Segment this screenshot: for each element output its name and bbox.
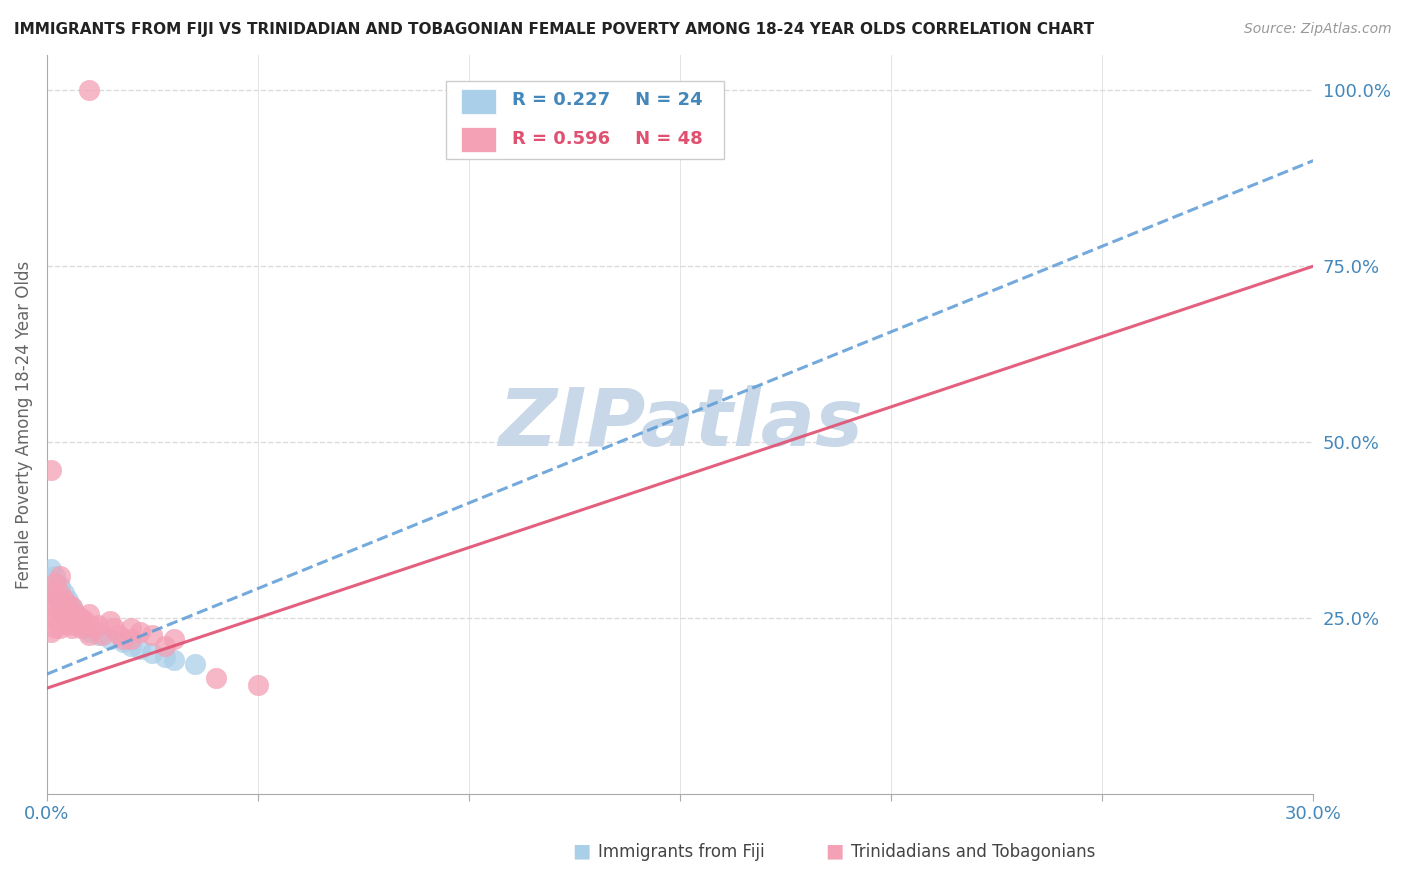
Point xyxy=(48,579,70,593)
Point xyxy=(60,600,83,615)
Point xyxy=(77,83,100,97)
Point xyxy=(56,618,79,632)
Point xyxy=(39,611,62,625)
Point xyxy=(52,604,75,618)
Text: R = 0.227    N = 24: R = 0.227 N = 24 xyxy=(512,91,702,110)
Text: ■: ■ xyxy=(572,842,591,861)
Point xyxy=(39,582,62,597)
Point xyxy=(204,671,226,685)
Point xyxy=(65,618,87,632)
Point xyxy=(77,624,100,639)
Point xyxy=(162,632,184,646)
Point xyxy=(103,621,125,635)
Point xyxy=(48,611,70,625)
Text: IMMIGRANTS FROM FIJI VS TRINIDADIAN AND TOBAGONIAN FEMALE POVERTY AMONG 18-24 YE: IMMIGRANTS FROM FIJI VS TRINIDADIAN AND … xyxy=(14,22,1094,37)
Point xyxy=(98,632,121,646)
Point xyxy=(69,615,91,629)
Point xyxy=(107,628,129,642)
Point xyxy=(128,642,150,657)
Text: R = 0.596    N = 48: R = 0.596 N = 48 xyxy=(512,130,703,148)
Point xyxy=(44,621,66,635)
Point xyxy=(73,621,96,635)
Point xyxy=(44,590,66,604)
Point xyxy=(120,621,142,635)
Point xyxy=(48,600,70,615)
Point xyxy=(90,628,112,642)
Point xyxy=(120,632,142,646)
Point xyxy=(44,600,66,615)
Point xyxy=(52,593,75,607)
Point xyxy=(86,618,108,632)
Point xyxy=(52,607,75,622)
Point xyxy=(153,639,176,653)
Point xyxy=(60,621,83,635)
Text: ■: ■ xyxy=(825,842,844,861)
Point xyxy=(48,600,70,615)
FancyBboxPatch shape xyxy=(446,81,724,159)
Point xyxy=(65,607,87,622)
Point xyxy=(69,621,91,635)
Point xyxy=(44,575,66,590)
FancyBboxPatch shape xyxy=(461,128,496,153)
Point xyxy=(48,568,70,582)
Point xyxy=(56,593,79,607)
Point xyxy=(39,463,62,477)
Point xyxy=(82,621,104,635)
Point xyxy=(52,615,75,629)
Point xyxy=(86,628,108,642)
Text: ZIPatlas: ZIPatlas xyxy=(498,385,863,464)
Text: Source: ZipAtlas.com: Source: ZipAtlas.com xyxy=(1244,22,1392,37)
Point xyxy=(65,607,87,622)
Point xyxy=(77,607,100,622)
Y-axis label: Female Poverty Among 18-24 Year Olds: Female Poverty Among 18-24 Year Olds xyxy=(15,260,32,589)
Point xyxy=(98,615,121,629)
Point xyxy=(111,635,134,649)
Point xyxy=(153,649,176,664)
Point xyxy=(141,628,163,642)
Point xyxy=(44,611,66,625)
Point xyxy=(60,611,83,625)
Point xyxy=(77,628,100,642)
Point xyxy=(246,678,269,692)
Point xyxy=(56,607,79,622)
Text: Trinidadians and Tobagonians: Trinidadians and Tobagonians xyxy=(851,843,1095,861)
Point xyxy=(56,597,79,611)
Point xyxy=(44,568,66,582)
Point xyxy=(56,615,79,629)
Text: Immigrants from Fiji: Immigrants from Fiji xyxy=(598,843,765,861)
Point xyxy=(141,646,163,660)
Point xyxy=(73,615,96,629)
Point xyxy=(120,639,142,653)
Point xyxy=(183,657,205,671)
Point xyxy=(69,611,91,625)
Point xyxy=(48,586,70,600)
Point xyxy=(162,653,184,667)
Point xyxy=(39,624,62,639)
Point xyxy=(39,597,62,611)
Point xyxy=(48,621,70,635)
Point xyxy=(44,590,66,604)
Point xyxy=(128,624,150,639)
Point xyxy=(111,632,134,646)
Point xyxy=(39,561,62,575)
Point xyxy=(77,618,100,632)
Point xyxy=(60,600,83,615)
FancyBboxPatch shape xyxy=(461,88,496,113)
Point xyxy=(52,586,75,600)
Point xyxy=(39,582,62,597)
